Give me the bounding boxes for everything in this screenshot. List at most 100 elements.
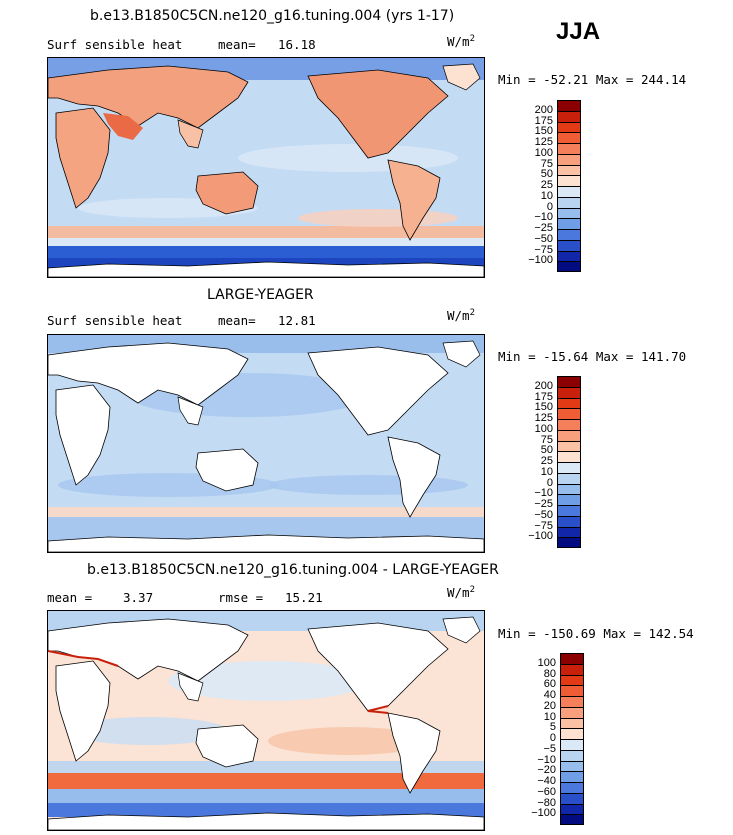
colorbar-swatch: [558, 515, 580, 527]
colorbar-swatch: [561, 728, 583, 739]
panel1-units: W/m2: [447, 34, 475, 50]
colorbar-swatch: [561, 685, 583, 696]
colorbar-label: −75: [534, 519, 553, 532]
colorbar-label: 75: [540, 157, 553, 170]
colorbar-swatch: [558, 505, 580, 516]
colorbar-label: 10: [540, 465, 553, 478]
colorbar-label: 20: [543, 699, 556, 712]
colorbar-swatch: [558, 462, 580, 473]
colorbar-swatch: [561, 717, 583, 729]
panel3-rmse-value: 15.21: [285, 590, 323, 605]
colorbar-label: 10: [543, 710, 556, 723]
colorbar-swatch: [558, 153, 580, 165]
panel3-rmse-label: rmse =: [218, 590, 264, 605]
colorbar-label: 150: [534, 125, 553, 138]
panel2-map: [47, 334, 485, 553]
colorbar-label: 5: [549, 721, 556, 734]
colorbar-swatch: [558, 397, 580, 409]
colorbar-swatch: [558, 494, 580, 505]
colorbar-bottom-edge: [558, 547, 580, 548]
colorbar-swatch: [561, 803, 583, 815]
colorbar-label: −75: [534, 243, 553, 256]
colorbar-swatch: [561, 782, 583, 793]
colorbar-swatch: [558, 440, 580, 452]
colorbar-label: 50: [540, 168, 553, 181]
colorbar-label: 0: [549, 732, 556, 744]
colorbar-swatch: [558, 261, 580, 272]
panel2-minmax: Min = -15.64 Max = 141.70: [498, 349, 687, 364]
colorbar-swatch: [558, 483, 580, 495]
colorbar-swatch: [558, 472, 580, 484]
panel3-units: W/m2: [447, 585, 475, 601]
colorbar-label: 80: [543, 667, 556, 680]
colorbar-label: −25: [534, 222, 553, 234]
panel1-minmax: Min = -52.21 Max = 244.14: [498, 72, 687, 87]
panel1-colorbar-box: [557, 100, 581, 272]
panel3-colorbar-box: [560, 653, 584, 825]
colorbar-label: 60: [543, 678, 556, 691]
colorbar-swatch: [558, 121, 580, 133]
colorbar-swatch: [558, 239, 580, 251]
colorbar-swatch: [561, 739, 583, 750]
colorbar-swatch: [558, 451, 580, 462]
panel3-mean-value: 3.37: [123, 590, 154, 605]
colorbar-swatch: [558, 537, 580, 548]
colorbar-label: 100: [537, 656, 556, 669]
panel3-map: [47, 610, 485, 831]
colorbar-label: −60: [537, 785, 556, 798]
colorbar-swatch: [558, 250, 580, 262]
colorbar-swatch: [558, 386, 580, 398]
panel2-colorbar-box: [557, 376, 581, 548]
panel1-mean-label: mean=: [218, 37, 256, 52]
colorbar-swatch: [561, 749, 583, 761]
colorbar-swatch: [558, 229, 580, 240]
colorbar-label: −5: [543, 742, 556, 755]
colorbar-swatch: [558, 132, 580, 143]
panel2-mean-value: 12.81: [278, 313, 316, 328]
colorbar-swatch: [561, 814, 583, 825]
colorbar-label: −100: [528, 254, 553, 267]
colorbar-label: −40: [537, 775, 556, 787]
colorbar-swatch: [561, 653, 583, 664]
colorbar-swatch: [558, 164, 580, 176]
colorbar-swatch: [558, 207, 580, 219]
panel3-minmax: Min = -150.69 Max = 142.54: [498, 626, 694, 641]
colorbar-label: 175: [534, 114, 553, 127]
colorbar-label: 40: [543, 689, 556, 701]
colorbar-swatch: [561, 674, 583, 686]
panel2-variable: Surf sensible heat: [47, 313, 183, 328]
panel3-title: b.e13.B1850C5CN.ne120_g16.tuning.004 - L…: [87, 562, 499, 578]
colorbar-label: 100: [534, 422, 553, 435]
colorbar-swatch: [558, 143, 580, 154]
colorbar-label: −100: [531, 807, 556, 820]
colorbar-label: 150: [534, 401, 553, 414]
colorbar-label: 125: [534, 412, 553, 424]
colorbar-swatch: [558, 419, 580, 430]
season-label: JJA: [556, 18, 601, 45]
panel1-map: [47, 57, 485, 278]
colorbar-label: 175: [534, 390, 553, 403]
colorbar-label: −10: [534, 211, 553, 224]
colorbar-label: −10: [537, 753, 556, 766]
colorbar-swatch: [558, 429, 580, 441]
colorbar-swatch: [561, 760, 583, 772]
colorbar-label: −50: [534, 232, 553, 245]
colorbar-label: −80: [537, 796, 556, 809]
colorbar-swatch: [561, 792, 583, 804]
colorbar-swatch: [558, 100, 580, 111]
colorbar-label: 75: [540, 433, 553, 446]
colorbar-label: 50: [540, 444, 553, 457]
colorbar-swatch: [558, 218, 580, 229]
colorbar-swatch: [558, 110, 580, 122]
colorbar-label: −20: [537, 764, 556, 777]
colorbar-label: 200: [534, 379, 553, 392]
colorbar-label: 0: [546, 200, 553, 213]
colorbar-label: −25: [534, 498, 553, 510]
colorbar-swatch: [558, 408, 580, 419]
colorbar-bottom-edge: [558, 271, 580, 272]
colorbar-swatch: [558, 376, 580, 387]
panel1-title: b.e13.B1850C5CN.ne120_g16.tuning.004 (yr…: [90, 8, 455, 24]
colorbar-label: 0: [546, 476, 553, 489]
panel1-mean-value: 16.18: [278, 37, 316, 52]
colorbar-label: 200: [534, 103, 553, 116]
